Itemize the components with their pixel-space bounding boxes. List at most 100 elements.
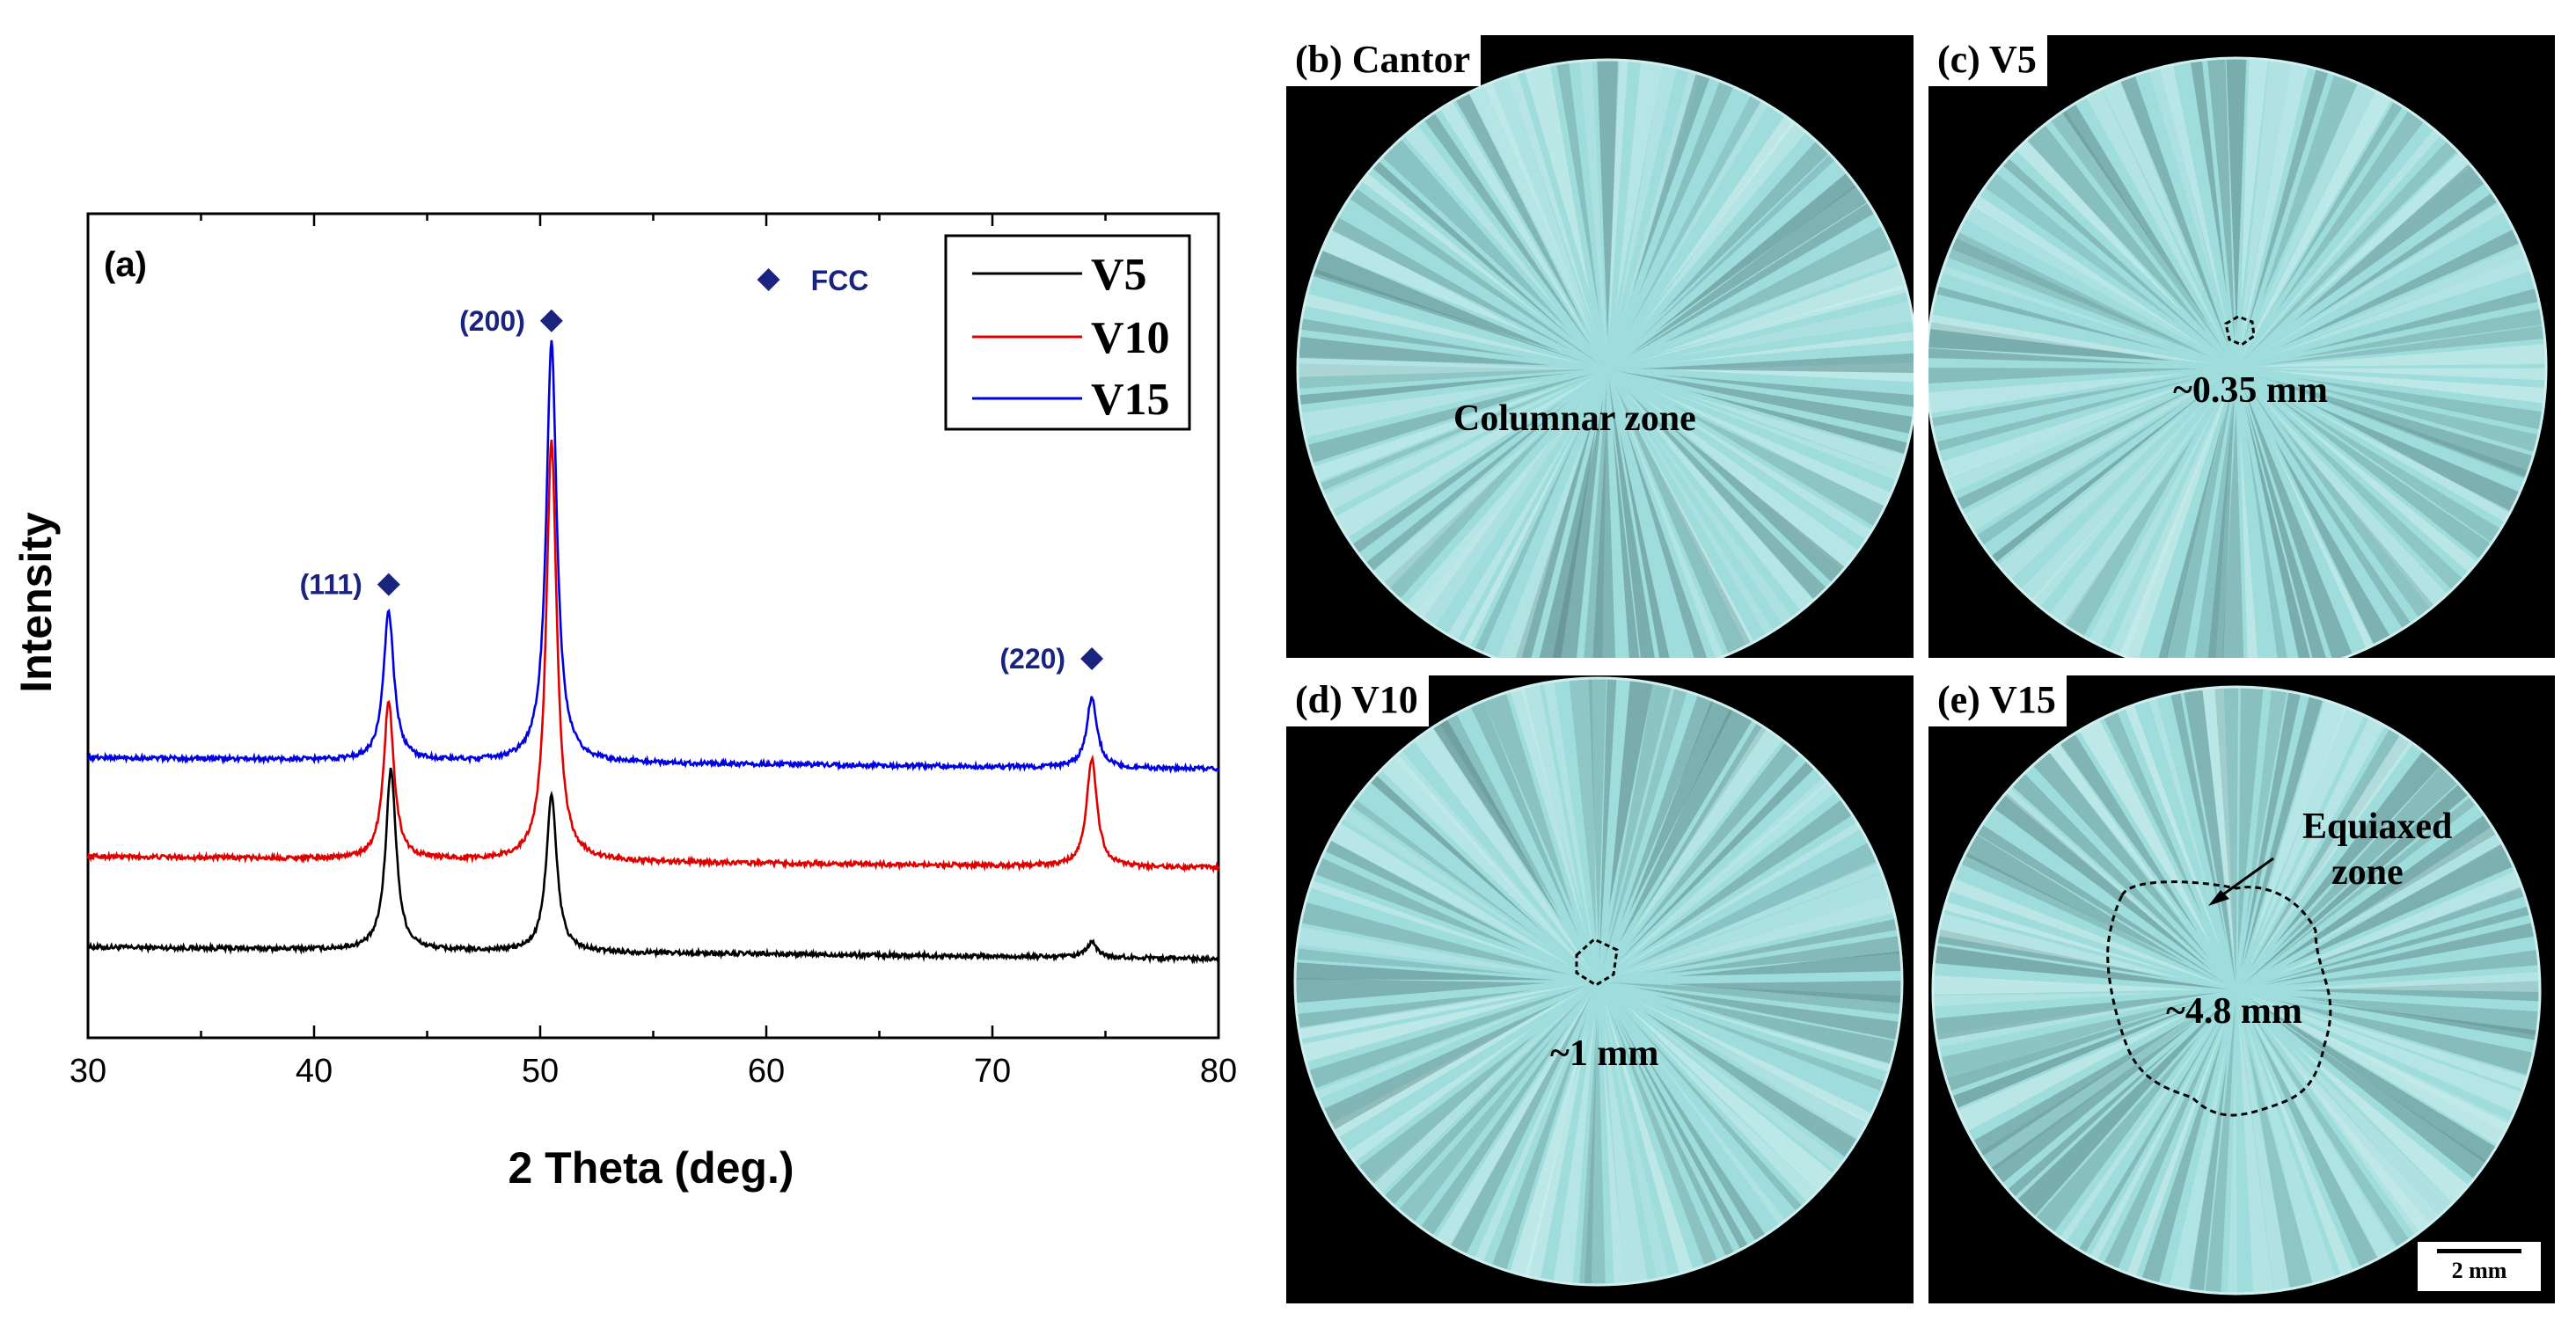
grain-streak bbox=[2049, 398, 2214, 626]
grain-streak bbox=[2295, 971, 2540, 992]
grain-streak bbox=[1324, 840, 1531, 948]
grain-streak bbox=[1664, 860, 1882, 955]
grain-streak bbox=[2048, 744, 2192, 932]
grain-streak bbox=[1319, 377, 1588, 491]
grain-streak bbox=[1631, 185, 1869, 354]
grain-streak bbox=[2244, 1017, 2336, 1285]
grain-streak bbox=[1510, 687, 1586, 936]
grain-streak bbox=[1350, 799, 1544, 941]
grain-streak bbox=[1468, 82, 1594, 339]
macrograph-image bbox=[1296, 58, 1914, 658]
grain-streak bbox=[1960, 852, 2221, 983]
grain-streak bbox=[1636, 799, 1853, 956]
grain-streak bbox=[2275, 1000, 2534, 1076]
grain-streak bbox=[2078, 1013, 2223, 1254]
grain-streak bbox=[1347, 1023, 1540, 1163]
grain-streak bbox=[1483, 76, 1592, 330]
grain-streak bbox=[1984, 172, 2181, 325]
grain-streak bbox=[2101, 80, 2204, 295]
grain-streak bbox=[1455, 92, 1586, 330]
grain-streak bbox=[1543, 681, 1597, 967]
panel-a-label: (a) bbox=[104, 245, 147, 284]
grain-streak bbox=[1628, 726, 1783, 938]
grain-streak bbox=[1615, 387, 1752, 654]
series-layer bbox=[86, 339, 1220, 965]
grain-streak bbox=[2148, 697, 2214, 913]
grain-streak bbox=[1949, 878, 2229, 988]
grain-streak bbox=[1941, 376, 2211, 478]
grain-streak bbox=[2305, 826, 2504, 950]
grain-streak bbox=[1300, 901, 1570, 975]
grain-streak bbox=[2294, 981, 2540, 1002]
grain-streak bbox=[1642, 918, 1898, 974]
grain-streak bbox=[2205, 996, 2236, 1294]
grain-streak bbox=[1628, 95, 1761, 331]
grain-streak bbox=[2305, 405, 2511, 522]
legend-label-v15: V15 bbox=[1091, 375, 1170, 425]
grain-streak bbox=[1951, 1004, 2202, 1109]
grain-streak bbox=[1617, 761, 1815, 962]
grain-streak bbox=[1365, 400, 1570, 572]
grain-streak bbox=[2273, 438, 2390, 646]
grain-streak bbox=[1976, 824, 2226, 984]
grain-streak bbox=[1415, 393, 1591, 627]
grain-streak bbox=[1491, 1013, 1588, 1271]
grain-streak bbox=[1668, 980, 1902, 1004]
fcc-legend-label: FCC bbox=[811, 265, 869, 296]
grain-streak bbox=[2301, 288, 2539, 353]
grain-streak bbox=[2141, 1033, 2224, 1284]
grain-streak bbox=[1662, 225, 1893, 344]
grain-streak bbox=[1627, 390, 1827, 600]
grain-streak bbox=[1632, 72, 1710, 293]
grain-streak bbox=[1295, 978, 1548, 1004]
grain-streak bbox=[2263, 1023, 2439, 1232]
grain-streak bbox=[1520, 683, 1583, 912]
grain-streak bbox=[1298, 336, 1551, 366]
grain-streak bbox=[1393, 750, 1592, 974]
grain-streak bbox=[2250, 699, 2347, 949]
grain-streak bbox=[1298, 363, 1588, 389]
grain-streak bbox=[2079, 719, 2213, 947]
grain-streak bbox=[2237, 62, 2309, 360]
grain-streak bbox=[1313, 383, 1570, 482]
grain-streak bbox=[2268, 814, 2497, 969]
x-tick-label: 40 bbox=[296, 1053, 333, 1090]
grain-streak bbox=[1657, 141, 1830, 318]
x-axis-ticks: 30 40 50 60 70 80 bbox=[70, 214, 1237, 1090]
grain-streak bbox=[1297, 926, 1559, 976]
grain-streak bbox=[1351, 400, 1564, 554]
grain-streak bbox=[2248, 997, 2497, 1164]
grain-streak bbox=[1963, 374, 2226, 532]
grain-streak bbox=[1928, 368, 2200, 383]
grain-streak bbox=[1525, 65, 1590, 292]
grain-streak bbox=[1449, 993, 1592, 1255]
grain-streak bbox=[2268, 370, 2546, 404]
grain-streak bbox=[1655, 172, 1857, 332]
grain-streak bbox=[1621, 70, 1701, 324]
grain-streak bbox=[1299, 318, 1526, 358]
grain-streak bbox=[1383, 420, 1558, 600]
grain-streak bbox=[2244, 68, 2329, 339]
grain-streak bbox=[2291, 152, 2471, 317]
grain-streak bbox=[1608, 872, 1890, 979]
grain-streak bbox=[1624, 1004, 1834, 1193]
grain-streak bbox=[2239, 91, 2392, 362]
scale-bar-label: 2 mm bbox=[2451, 1258, 2507, 1283]
grain-streak bbox=[1329, 822, 1575, 968]
grain-streak bbox=[1335, 375, 1598, 538]
grain-streak bbox=[2119, 382, 2232, 658]
grain-streak bbox=[1608, 982, 1902, 1015]
grain-streak bbox=[1928, 347, 2162, 364]
grain-streak bbox=[1398, 1034, 1555, 1222]
grain-streak bbox=[1660, 375, 1914, 407]
grain-streak bbox=[1648, 388, 1892, 507]
grain-streak bbox=[1579, 60, 1607, 361]
grain-streak bbox=[2247, 1007, 2410, 1248]
grain-streak bbox=[2265, 396, 2463, 590]
grain-streak bbox=[1994, 792, 2213, 971]
grain-streak bbox=[2259, 906, 2531, 984]
grain-streak bbox=[2184, 689, 2236, 984]
grain-streak bbox=[1946, 394, 2171, 493]
grain-streak bbox=[2285, 949, 2539, 985]
grain-streak bbox=[1628, 408, 1755, 646]
